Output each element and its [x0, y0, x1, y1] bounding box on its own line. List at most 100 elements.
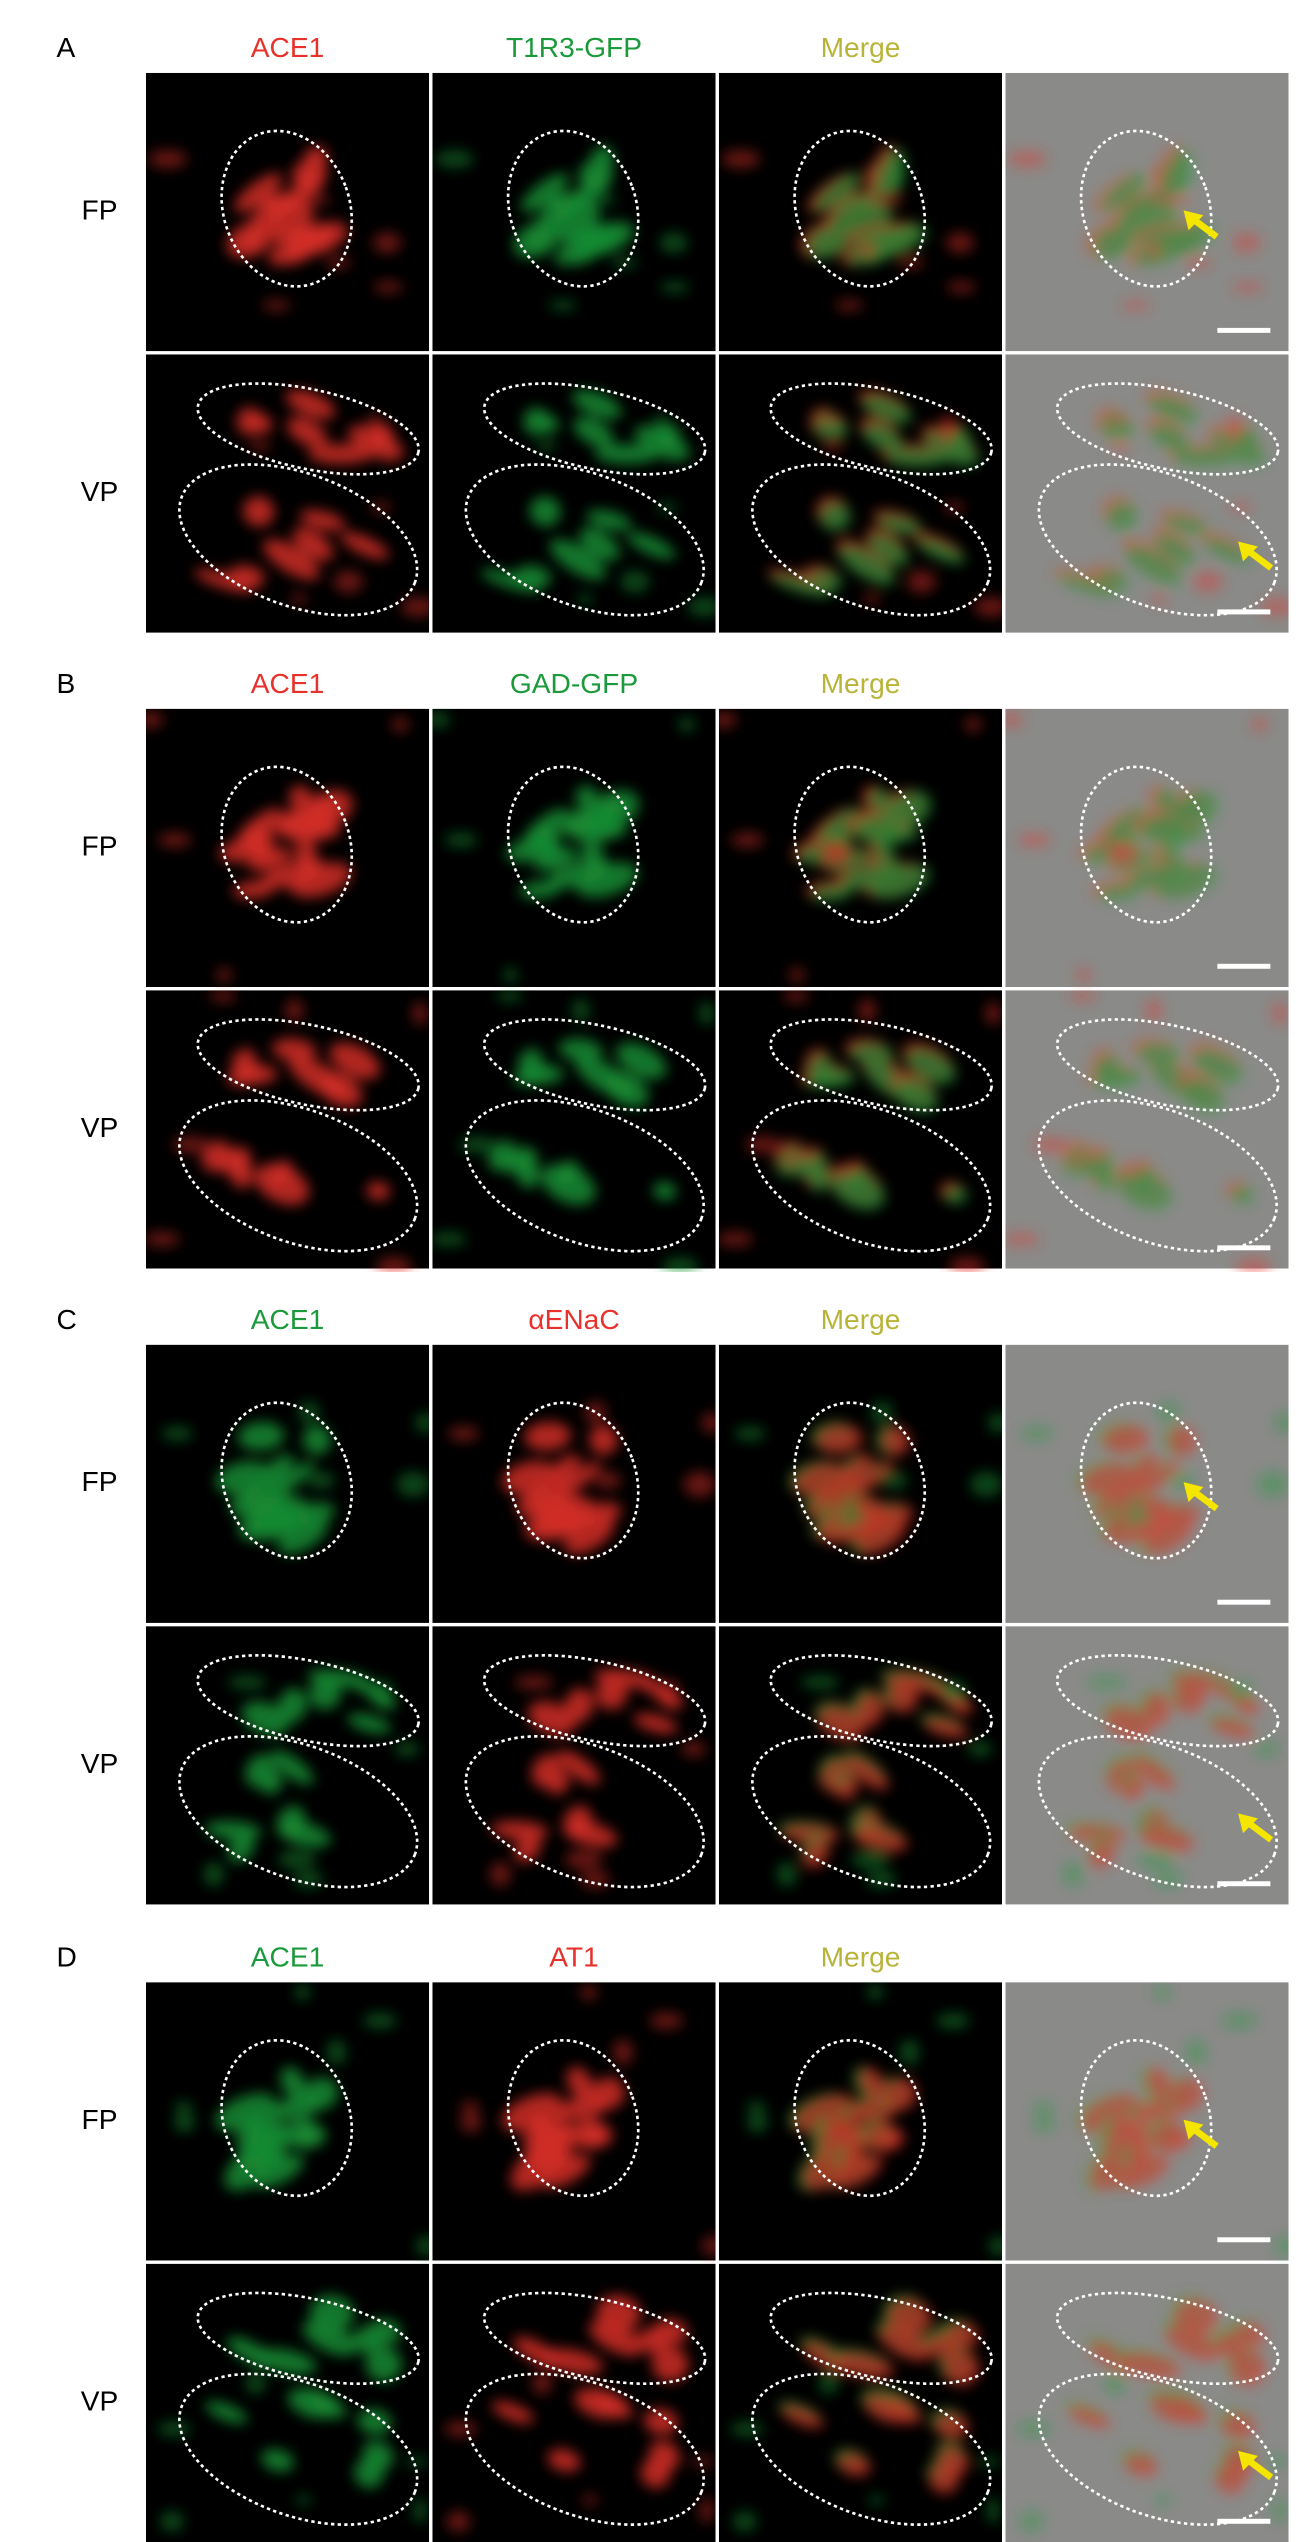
background-signal	[227, 1675, 267, 1690]
signal-blob	[1131, 1461, 1181, 1499]
signal-blob	[1172, 447, 1238, 468]
signal-blob	[261, 2448, 295, 2472]
background-signal	[1152, 1870, 1184, 1889]
background-signal	[172, 1136, 210, 1154]
background-signal	[460, 2111, 482, 2133]
background-signal	[584, 1401, 607, 1424]
dotted-outline	[1055, 382, 1280, 476]
signal-blob	[1234, 427, 1258, 452]
background-signal	[698, 1001, 715, 1026]
signal	[1016, 2294, 1288, 2532]
dotted-outline	[1037, 2372, 1278, 2526]
signal-blob	[862, 422, 903, 453]
scale-bar	[1217, 2518, 1271, 2524]
signal	[443, 2294, 715, 2532]
micrograph	[145, 72, 430, 352]
background-signal	[1104, 2371, 1126, 2395]
signal-blob	[648, 2440, 681, 2471]
background-signal	[145, 1232, 181, 1247]
signal-blob	[1169, 2078, 1204, 2111]
background-signal	[678, 717, 696, 732]
background-signal	[173, 2111, 196, 2133]
signal-blob	[916, 537, 966, 565]
background-signal	[718, 1232, 754, 1247]
background-signal	[209, 990, 237, 1002]
background-signal	[582, 2494, 598, 2506]
background-signal	[496, 990, 523, 1002]
signal-blob	[265, 1461, 315, 1500]
background-signal	[613, 2039, 633, 2066]
signal-blob	[831, 2155, 883, 2189]
signal	[145, 711, 409, 983]
background-signal	[1185, 2039, 1206, 2066]
background-signal	[444, 832, 478, 848]
signal-blob	[366, 1181, 390, 1201]
signal-blob	[1118, 2155, 1170, 2189]
background-signal	[404, 2456, 429, 2467]
signal-blob	[365, 2346, 403, 2383]
background-signal	[732, 2511, 757, 2532]
column-label: Merge	[821, 1942, 901, 1973]
micrograph-bg	[432, 708, 716, 987]
signal-blob	[261, 2147, 285, 2169]
signal	[161, 1401, 430, 1555]
row-label: VP	[81, 476, 119, 507]
arrow-head	[1183, 2119, 1204, 2140]
background-signal	[564, 1849, 603, 1870]
signal-blob	[564, 1821, 618, 1848]
dotted-outline	[506, 765, 640, 924]
micrograph	[145, 1982, 430, 2261]
dotted-outline	[1079, 2038, 1213, 2198]
background-signal	[800, 1675, 840, 1690]
background-signal	[375, 1256, 412, 1272]
signal-blob	[928, 2332, 957, 2359]
background-signal	[718, 711, 737, 728]
signal-blob	[590, 2077, 625, 2110]
signal-blob	[213, 1153, 250, 1176]
signal-blob	[1130, 1454, 1160, 1479]
signal-blob	[867, 788, 890, 811]
row-label: FP	[82, 194, 118, 225]
background-signal	[942, 1680, 966, 1698]
background-signal	[691, 2456, 715, 2467]
signal	[1007, 145, 1263, 311]
row-label: FP	[82, 2104, 118, 2135]
signal-blob	[564, 1687, 594, 1723]
signal-blob	[564, 1517, 615, 1555]
signal-blob	[883, 2395, 922, 2424]
signal-blob	[1128, 1521, 1164, 1536]
signal-blob	[215, 1460, 271, 1495]
background-signal	[1275, 2236, 1289, 2256]
background-signal	[548, 300, 577, 311]
signal-blob	[826, 419, 848, 439]
dotted-outline	[1079, 765, 1213, 924]
background-signal	[973, 597, 1003, 617]
dotted-outline	[196, 2291, 420, 2386]
background-signal	[659, 232, 688, 254]
signal-blob	[790, 1157, 827, 1180]
dotted-outline	[1055, 1654, 1280, 1748]
background-signal	[702, 2236, 716, 2256]
signal	[767, 389, 1003, 617]
background-signal	[858, 998, 877, 1023]
signal-blob	[884, 790, 932, 830]
signal-blob	[1126, 2148, 1151, 2170]
signal-blob	[814, 1475, 863, 1505]
signal-blob	[242, 496, 275, 527]
micrograph-bg	[432, 990, 716, 1269]
signal-blob	[529, 2114, 553, 2138]
background-signal	[649, 2012, 684, 2029]
micrograph	[1005, 708, 1289, 987]
background-signal	[432, 711, 451, 728]
background-signal	[1235, 1256, 1272, 1272]
signal-blob	[274, 811, 319, 839]
signal	[1062, 1668, 1280, 1889]
background-signal	[370, 502, 392, 513]
background-signal	[1272, 2497, 1287, 2524]
dotted-outline	[506, 1401, 640, 1560]
micrograph-bg	[145, 708, 430, 987]
background-signal	[1017, 832, 1051, 848]
signal	[432, 990, 715, 1272]
signal-blob	[1145, 2067, 1172, 2100]
scale-bar	[1217, 1245, 1271, 1251]
